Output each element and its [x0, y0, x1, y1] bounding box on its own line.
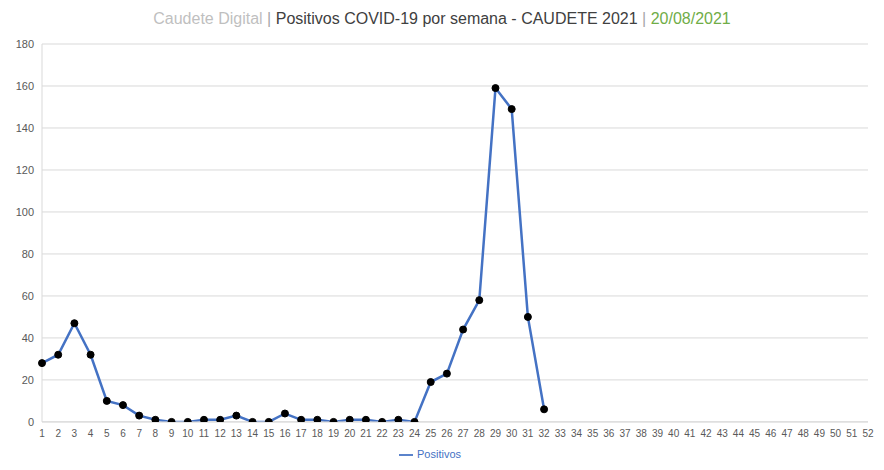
svg-text:22: 22 [377, 428, 389, 439]
svg-text:8: 8 [153, 428, 159, 439]
svg-text:47: 47 [781, 428, 793, 439]
svg-text:41: 41 [684, 428, 696, 439]
svg-text:7: 7 [136, 428, 142, 439]
svg-text:52: 52 [862, 428, 874, 439]
svg-text:34: 34 [571, 428, 583, 439]
svg-text:40: 40 [22, 332, 34, 344]
svg-text:30: 30 [506, 428, 518, 439]
svg-text:43: 43 [717, 428, 729, 439]
svg-text:48: 48 [798, 428, 810, 439]
svg-text:17: 17 [296, 428, 308, 439]
svg-text:80: 80 [22, 248, 34, 260]
svg-text:42: 42 [700, 428, 712, 439]
svg-text:28: 28 [474, 428, 486, 439]
svg-text:20: 20 [344, 428, 356, 439]
svg-text:2: 2 [55, 428, 61, 439]
svg-text:5: 5 [104, 428, 110, 439]
svg-text:16: 16 [279, 428, 291, 439]
svg-text:51: 51 [846, 428, 858, 439]
svg-text:14: 14 [247, 428, 259, 439]
html-text:Positivos: Positivos [417, 447, 461, 460]
svg-text:50: 50 [830, 428, 842, 439]
svg-text:6: 6 [120, 428, 126, 439]
svg-text:13: 13 [231, 428, 243, 439]
svg-text:20: 20 [22, 374, 34, 386]
svg-text:46: 46 [765, 428, 777, 439]
svg-text:38: 38 [636, 428, 648, 439]
svg-text:140: 140 [16, 122, 34, 134]
svg-text:160: 160 [16, 80, 34, 92]
svg-text:39: 39 [652, 428, 664, 439]
svg-text:37: 37 [619, 428, 631, 439]
svg-text:12: 12 [215, 428, 227, 439]
svg-text:23: 23 [393, 428, 405, 439]
svg-text:31: 31 [522, 428, 534, 439]
html-text:Caudete Digital | Positivos CO: Caudete Digital | Positivos COVID-19 por… [153, 10, 731, 27]
svg-text:18: 18 [312, 428, 324, 439]
svg-text:45: 45 [749, 428, 761, 439]
svg-text:49: 49 [814, 428, 826, 439]
svg-text:3: 3 [72, 428, 78, 439]
svg-text:4: 4 [88, 428, 94, 439]
svg-text:32: 32 [539, 428, 551, 439]
svg-text:15: 15 [263, 428, 275, 439]
svg-text:120: 120 [16, 164, 34, 176]
svg-text:1: 1 [39, 428, 45, 439]
svg-text:35: 35 [587, 428, 599, 439]
svg-text:60: 60 [22, 290, 34, 302]
svg-text:24: 24 [409, 428, 421, 439]
svg-text:11: 11 [199, 428, 210, 439]
svg-text:26: 26 [441, 428, 453, 439]
svg-text:29: 29 [490, 428, 502, 439]
svg-text:44: 44 [733, 428, 745, 439]
svg-text:21: 21 [360, 428, 372, 439]
svg-text:0: 0 [28, 416, 34, 428]
svg-text:10: 10 [182, 428, 194, 439]
svg-text:27: 27 [458, 428, 470, 439]
svg-text:100: 100 [16, 206, 34, 218]
svg-text:36: 36 [603, 428, 615, 439]
svg-text:33: 33 [555, 428, 567, 439]
svg-text:180: 180 [16, 38, 34, 50]
svg-text:19: 19 [328, 428, 340, 439]
svg-text:25: 25 [425, 428, 437, 439]
svg-text:9: 9 [169, 428, 175, 439]
svg-text:40: 40 [668, 428, 680, 439]
